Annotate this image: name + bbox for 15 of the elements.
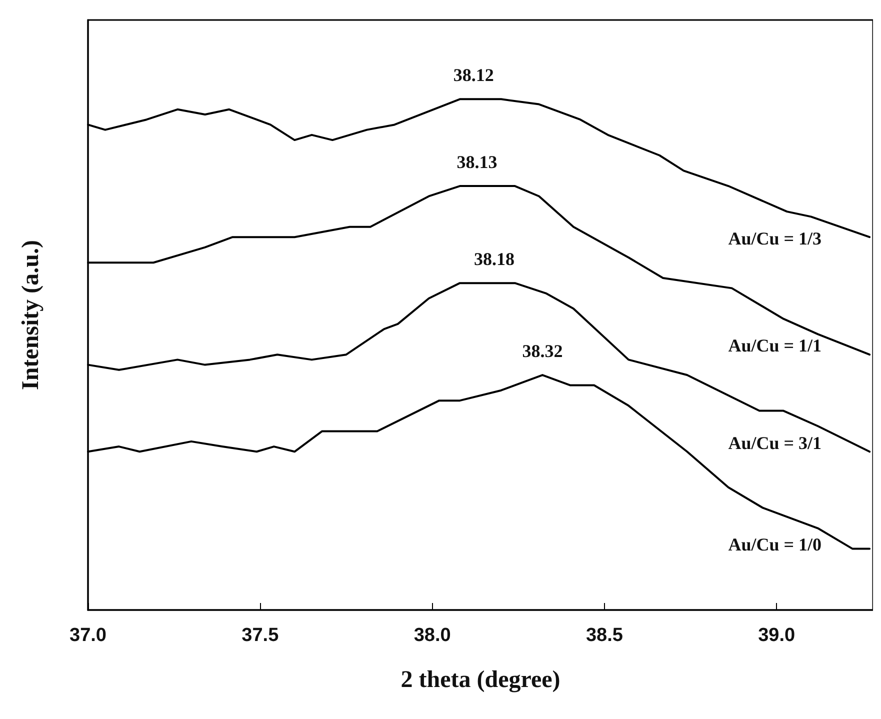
y-axis-title: Intensity (a.u.) [18,240,44,390]
series-label: Au/Cu = 1/3 [728,228,822,248]
series-label: Au/Cu = 3/1 [728,432,822,453]
x-axis-title: 2 theta (degree) [400,667,560,693]
annotation: 38.18 [474,249,515,270]
x-tick-label: 38.5 [586,625,624,646]
x-tick-label: 37.5 [242,625,280,646]
annotation: 38.12 [453,65,494,86]
x-tick-label: 37.0 [70,625,106,646]
x-tick-label: 38.0 [414,625,451,646]
series-label: Au/Cu = 1/0 [728,534,822,554]
annotation: 38.13 [456,152,498,172]
annotation: 38.32 [522,341,563,362]
x-tick-label: 39.0 [758,625,796,646]
series-label: Au/Cu = 1/1 [728,336,822,356]
